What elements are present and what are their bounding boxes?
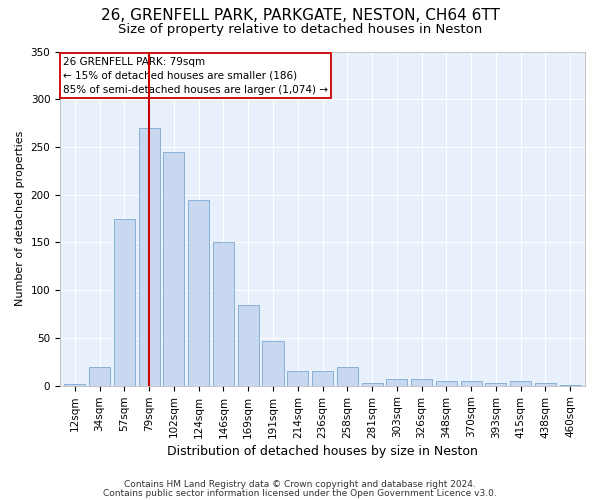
Bar <box>312 372 333 386</box>
Bar <box>510 381 531 386</box>
Bar <box>213 242 234 386</box>
Bar <box>461 381 482 386</box>
Bar <box>139 128 160 386</box>
Text: Contains HM Land Registry data © Crown copyright and database right 2024.: Contains HM Land Registry data © Crown c… <box>124 480 476 489</box>
Bar <box>163 152 184 386</box>
Bar <box>560 385 581 386</box>
Bar <box>535 383 556 386</box>
Bar <box>386 379 407 386</box>
Bar <box>64 384 85 386</box>
Bar <box>262 341 284 386</box>
Text: Contains public sector information licensed under the Open Government Licence v3: Contains public sector information licen… <box>103 488 497 498</box>
Text: 26 GRENFELL PARK: 79sqm
← 15% of detached houses are smaller (186)
85% of semi-d: 26 GRENFELL PARK: 79sqm ← 15% of detache… <box>62 56 328 94</box>
Y-axis label: Number of detached properties: Number of detached properties <box>15 131 25 306</box>
Text: 26, GRENFELL PARK, PARKGATE, NESTON, CH64 6TT: 26, GRENFELL PARK, PARKGATE, NESTON, CH6… <box>101 8 499 22</box>
Bar <box>411 379 432 386</box>
X-axis label: Distribution of detached houses by size in Neston: Distribution of detached houses by size … <box>167 444 478 458</box>
Bar <box>89 366 110 386</box>
Text: Size of property relative to detached houses in Neston: Size of property relative to detached ho… <box>118 22 482 36</box>
Bar <box>114 218 135 386</box>
Bar <box>287 372 308 386</box>
Bar <box>188 200 209 386</box>
Bar <box>337 366 358 386</box>
Bar <box>436 381 457 386</box>
Bar <box>485 383 506 386</box>
Bar <box>362 383 383 386</box>
Bar <box>238 304 259 386</box>
